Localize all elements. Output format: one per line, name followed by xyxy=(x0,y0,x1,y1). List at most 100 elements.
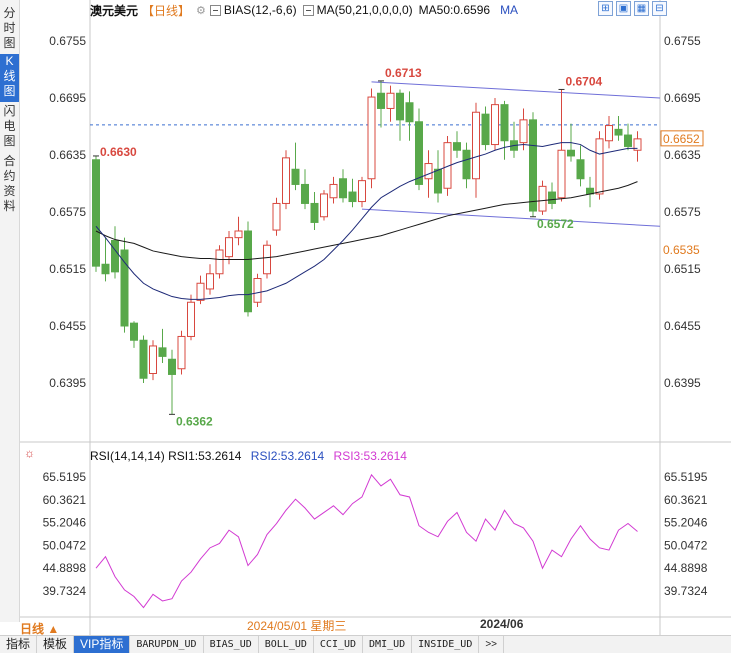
bias-indicator[interactable]: BIAS(12,-6,6) xyxy=(223,3,297,17)
rsi-tick-left: 39.7324 xyxy=(43,584,87,598)
collapse-button[interactable]: ⊟ xyxy=(652,1,667,16)
rsi2-value: RSI2:53.2614 xyxy=(250,449,325,463)
cursor-date: 2024/05/01 星期三 xyxy=(247,619,347,633)
candle-down xyxy=(548,191,556,204)
layout-grid-button[interactable]: ⊞ xyxy=(598,1,613,16)
candle-down xyxy=(529,119,537,212)
month-mark: 2024/06 xyxy=(480,617,524,631)
rsi3-value: RSI3:53.2614 xyxy=(333,449,407,463)
period-selector[interactable]: 日线 ▲ xyxy=(20,622,60,636)
more-tabs-button[interactable]: >> xyxy=(479,636,505,653)
ma-line-dark xyxy=(95,181,638,260)
candle-up xyxy=(519,119,528,144)
rsi-tick-left: 50.0472 xyxy=(43,538,87,552)
candle-up xyxy=(215,249,224,275)
start-price-annotation: 0.6630 xyxy=(100,145,137,159)
price-chart[interactable]: 0.6755 0.6755 0.6695 0.6695 0.6635 0.6635 0.65… xyxy=(0,0,731,635)
candle-up xyxy=(272,202,281,231)
candle-down xyxy=(244,230,252,313)
tab-boll[interactable]: BOLL_UD xyxy=(259,636,314,653)
tab-cci[interactable]: CCI_UD xyxy=(314,636,364,653)
current-price-box xyxy=(660,130,704,147)
gear-icon[interactable]: ⚙ xyxy=(196,4,206,17)
candle-down xyxy=(415,121,423,185)
candle-up xyxy=(196,282,205,301)
candle-down xyxy=(434,168,442,194)
low-annotation-2: 0.6572 xyxy=(537,217,574,231)
candle-up xyxy=(472,111,480,180)
indicator-tab-bar: 指标 模板 VIP指标 BARUPDN_UD BIAS_UD BOLL_UD C… xyxy=(0,635,731,653)
rsi-tick-right: 60.3621 xyxy=(664,493,708,507)
candle-down xyxy=(405,102,414,123)
candle-up xyxy=(263,244,271,275)
ma-indicator[interactable]: MA(50,21,0,0,0,0) xyxy=(316,3,413,17)
price-tick-left: 0.6575 xyxy=(49,205,86,219)
chart-header: 澳元美元 【日线】 ⚙ BIAS(12,-6,6) MA(50,21,0,0,0… xyxy=(90,2,518,18)
candle-down xyxy=(291,168,300,185)
candle-down xyxy=(139,339,148,379)
channel-upper-line xyxy=(371,81,661,99)
indicator-toggle-icon[interactable] xyxy=(209,4,221,16)
period-tag[interactable]: 【日线】 xyxy=(142,3,191,18)
candle-up xyxy=(386,92,395,109)
layout-single-button[interactable]: ▣ xyxy=(616,1,631,16)
tab-bias[interactable]: BIAS_UD xyxy=(204,636,259,653)
ma-label: MA xyxy=(500,3,519,17)
ma-line-navy xyxy=(95,142,638,300)
candle-down xyxy=(396,92,404,121)
candle-up xyxy=(491,104,499,146)
candle-up xyxy=(206,273,214,290)
candle-up xyxy=(633,138,642,151)
price-tick-left: 0.6455 xyxy=(49,319,86,333)
price-tick-left: 0.6755 xyxy=(49,34,86,48)
rsi-tick-left: 44.8898 xyxy=(43,561,87,575)
price-tick-right: 0.6575 xyxy=(664,205,701,219)
tab-indicators[interactable]: 指标 xyxy=(0,636,38,653)
candle-down xyxy=(310,202,319,223)
indicator-toggle-icon[interactable] xyxy=(302,4,314,16)
tab-vip-indicators[interactable]: VIP指标 xyxy=(74,636,131,653)
candle-down xyxy=(576,159,585,180)
rsi-tick-left: 55.2046 xyxy=(43,516,87,530)
tab-flash-chart[interactable]: 闪电图 xyxy=(3,104,16,148)
candle-down xyxy=(158,347,167,357)
candle-down xyxy=(101,263,110,275)
tab-barupdn[interactable]: BARUPDN_UD xyxy=(130,636,204,653)
symbol-name: 澳元美元 xyxy=(90,3,139,18)
candle-up xyxy=(177,335,186,370)
price-tick-right: 0.6695 xyxy=(664,91,701,105)
tab-timeshare[interactable]: 分时图 xyxy=(3,6,16,50)
candle-down xyxy=(567,149,575,157)
tab-inside[interactable]: INSIDE_UD xyxy=(412,636,480,653)
candle-up xyxy=(187,301,195,337)
candle-down xyxy=(453,142,461,151)
price-tick-right: 0.6395 xyxy=(664,376,701,390)
candle-up xyxy=(358,180,366,203)
high-annotation-1: 0.6713 xyxy=(385,66,422,80)
tab-contract-info[interactable]: 合约资料 xyxy=(3,154,16,213)
ma50-value: MA50:0.6596 xyxy=(418,3,491,17)
rsi-line xyxy=(95,473,638,609)
rsi-label[interactable]: RSI(14,14,14) xyxy=(90,449,165,463)
candle-down xyxy=(92,159,100,267)
candle-up xyxy=(253,278,262,303)
candle-up xyxy=(329,183,338,199)
candle-up xyxy=(557,149,566,199)
chart-toolbar: ⊞ ▣ ▦ ⊟ xyxy=(598,1,667,16)
lower-price-label: 0.6535 xyxy=(663,243,700,257)
candle-up xyxy=(595,138,604,195)
candle-up xyxy=(282,157,290,204)
candle-down xyxy=(377,92,385,109)
candle-up xyxy=(538,185,547,212)
tab-template[interactable]: 模板 xyxy=(37,636,75,653)
sun-icon[interactable]: ☼ xyxy=(24,446,35,460)
price-tick-left: 0.6395 xyxy=(49,376,86,390)
layout-multi-button[interactable]: ▦ xyxy=(634,1,649,16)
rsi-header: RSI(14,14,14) RSI1:53.2614 RSI2:53.2614 … xyxy=(90,449,407,463)
price-tick-left: 0.6635 xyxy=(49,148,86,162)
candle-up xyxy=(320,193,328,218)
tab-dmi[interactable]: DMI_UD xyxy=(363,636,413,653)
